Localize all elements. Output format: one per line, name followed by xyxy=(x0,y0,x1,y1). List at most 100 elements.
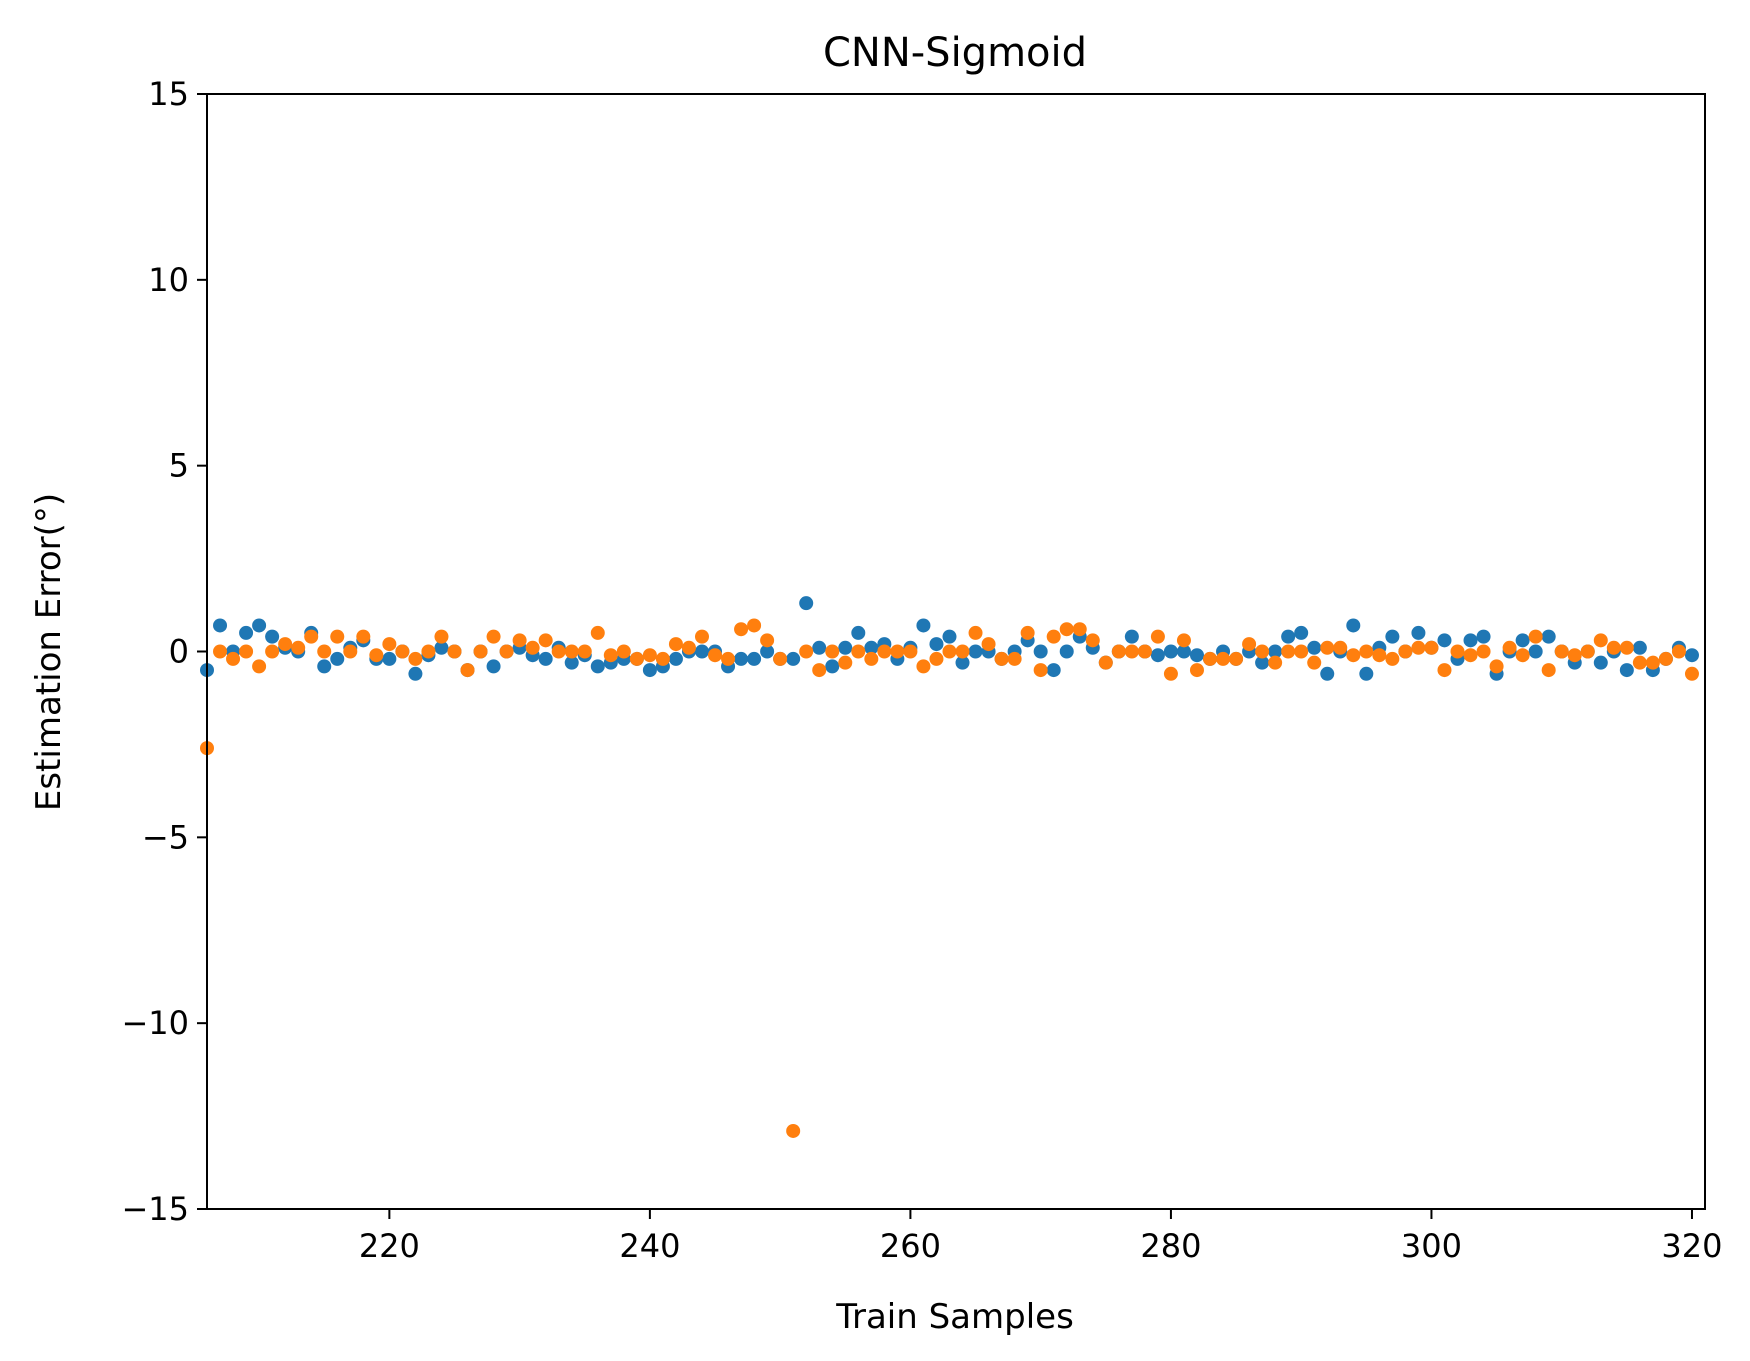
data-point-series-2 xyxy=(1528,629,1543,644)
data-point-series-1 xyxy=(1124,629,1139,644)
data-point-series-2 xyxy=(1085,633,1100,648)
data-point-series-1 xyxy=(1320,666,1335,681)
data-point-series-1 xyxy=(1359,666,1374,681)
data-point-series-2 xyxy=(1320,640,1335,655)
data-point-series-1 xyxy=(929,637,944,652)
data-point-series-2 xyxy=(369,648,384,663)
data-point-series-1 xyxy=(486,659,501,674)
data-point-series-1 xyxy=(1346,618,1361,633)
data-point-series-2 xyxy=(265,644,280,659)
data-point-series-2 xyxy=(1515,648,1530,663)
data-point-series-1 xyxy=(916,618,931,633)
data-point-series-1 xyxy=(825,659,840,674)
y-tick-label: −15 xyxy=(121,1190,189,1228)
data-point-series-2 xyxy=(877,644,892,659)
data-point-series-2 xyxy=(486,629,501,644)
data-point-series-2 xyxy=(1645,655,1660,670)
data-point-series-2 xyxy=(1424,640,1439,655)
data-point-series-1 xyxy=(1411,625,1426,640)
data-point-series-2 xyxy=(681,640,696,655)
y-axis-label: Estimation Error(°) xyxy=(29,493,69,811)
data-point-series-1 xyxy=(1619,663,1634,678)
data-point-series-2 xyxy=(1203,651,1218,666)
data-point-series-2 xyxy=(473,644,488,659)
data-point-series-2 xyxy=(1580,644,1595,659)
data-point-series-1 xyxy=(564,655,579,670)
data-point-series-2 xyxy=(1385,651,1400,666)
data-point-series-1 xyxy=(1189,648,1204,663)
plot-frame xyxy=(206,93,1706,1210)
data-point-series-1 xyxy=(968,644,983,659)
data-point-series-2 xyxy=(1307,655,1322,670)
data-point-series-2 xyxy=(1137,644,1152,659)
data-point-series-2 xyxy=(1541,663,1556,678)
data-point-series-2 xyxy=(447,644,462,659)
x-tick-label: 320 xyxy=(1661,1227,1722,1265)
data-point-series-1 xyxy=(851,625,866,640)
data-point-series-2 xyxy=(252,659,267,674)
data-point-series-2 xyxy=(1463,648,1478,663)
data-point-series-1 xyxy=(760,644,775,659)
data-point-series-1 xyxy=(1632,640,1647,655)
data-point-series-2 xyxy=(1020,625,1035,640)
data-point-series-2 xyxy=(1658,651,1673,666)
data-point-series-1 xyxy=(434,640,449,655)
data-point-series-2 xyxy=(812,663,827,678)
data-point-series-2 xyxy=(1176,633,1191,648)
data-point-series-1 xyxy=(1268,644,1283,659)
data-point-series-2 xyxy=(642,648,657,663)
data-point-series-2 xyxy=(1294,644,1309,659)
data-point-series-2 xyxy=(421,644,436,659)
data-point-series-2 xyxy=(408,651,423,666)
data-point-series-2 xyxy=(942,644,957,659)
data-point-series-1 xyxy=(1163,644,1178,659)
x-axis-label: Train Samples xyxy=(835,1297,1074,1337)
data-point-series-1 xyxy=(1033,644,1048,659)
data-point-series-1 xyxy=(1150,648,1165,663)
data-point-series-2 xyxy=(668,637,683,652)
data-point-series-2 xyxy=(356,629,371,644)
data-point-series-2 xyxy=(1684,666,1699,681)
data-point-series-2 xyxy=(708,648,723,663)
data-point-series-2 xyxy=(1072,622,1087,637)
data-point-series-1 xyxy=(408,666,423,681)
data-point-series-2 xyxy=(1059,622,1074,637)
data-point-series-2 xyxy=(1606,640,1621,655)
data-point-series-2 xyxy=(1281,644,1296,659)
data-point-series-2 xyxy=(1333,640,1348,655)
data-point-series-1 xyxy=(1684,648,1699,663)
data-point-series-1 xyxy=(1059,644,1074,659)
data-point-series-2 xyxy=(330,629,345,644)
data-point-series-1 xyxy=(213,618,228,633)
data-point-series-2 xyxy=(1189,663,1204,678)
data-point-series-2 xyxy=(382,637,397,652)
data-point-series-2 xyxy=(278,637,293,652)
data-point-series-2 xyxy=(1476,644,1491,659)
data-point-series-2 xyxy=(1255,644,1270,659)
data-point-series-1 xyxy=(1294,625,1309,640)
data-point-series-2 xyxy=(499,644,514,659)
y-tick-label: −5 xyxy=(142,818,189,856)
data-point-series-2 xyxy=(291,640,306,655)
data-point-series-2 xyxy=(1437,663,1452,678)
data-point-series-1 xyxy=(1307,640,1322,655)
data-point-series-2 xyxy=(747,618,762,633)
data-point-series-2 xyxy=(1554,644,1569,659)
data-point-series-2 xyxy=(1372,648,1387,663)
data-point-series-1 xyxy=(799,596,814,611)
data-point-series-2 xyxy=(1007,651,1022,666)
data-point-series-2 xyxy=(1671,644,1686,659)
data-point-series-2 xyxy=(1163,666,1178,681)
data-point-series-1 xyxy=(1476,629,1491,644)
data-point-series-2 xyxy=(304,629,319,644)
data-point-series-1 xyxy=(747,651,762,666)
data-point-series-1 xyxy=(265,629,280,644)
data-point-series-2 xyxy=(590,625,605,640)
data-point-series-2 xyxy=(603,648,618,663)
data-point-series-1 xyxy=(1463,633,1478,648)
y-tick-label: −10 xyxy=(121,1004,189,1042)
data-point-series-1 xyxy=(812,640,827,655)
data-point-series-2 xyxy=(460,663,475,678)
data-point-series-2 xyxy=(929,651,944,666)
data-point-series-1 xyxy=(1437,633,1452,648)
